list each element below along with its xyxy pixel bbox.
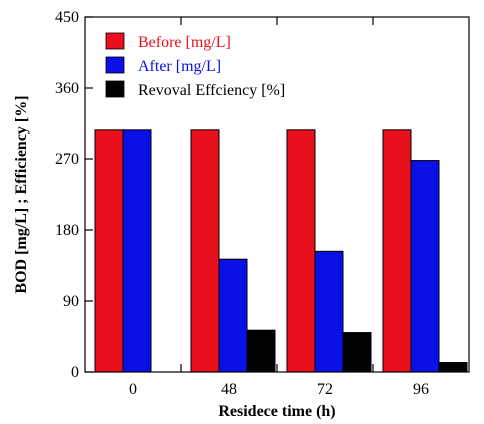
- x-tick-label: 0: [129, 381, 137, 398]
- bar-2-1: [246, 329, 276, 373]
- bar-2-2: [342, 332, 372, 373]
- bar-1-0: [122, 129, 152, 373]
- bar-1-3: [410, 160, 440, 373]
- y-tick-label: 270: [55, 151, 79, 168]
- bar-0-3: [382, 129, 412, 373]
- bars-layer: [94, 129, 468, 373]
- bar-1-2: [314, 250, 344, 373]
- bar-0-1: [190, 129, 220, 373]
- y-tick-label: 360: [55, 80, 79, 97]
- legend-label: Revoval Effciency [%]: [138, 82, 285, 99]
- bar-0-0: [94, 129, 124, 373]
- y-axis-title: BOD [mg/L] ; Efficiency [%]: [13, 95, 30, 293]
- bar-1-1: [218, 258, 248, 373]
- legend-label: After [mg/L]: [138, 58, 221, 75]
- bar-2-3: [438, 362, 468, 373]
- x-tick-label: 72: [317, 381, 333, 398]
- y-tick-label: 180: [55, 222, 79, 239]
- y-tick-label: 0: [71, 364, 79, 381]
- x-axis: 0 48 72 96: [129, 17, 429, 398]
- legend-swatch: [105, 56, 125, 74]
- x-tick-label: 48: [221, 381, 237, 398]
- y-tick-label: 90: [63, 293, 79, 310]
- legend-label: Before [mg/L]: [138, 34, 231, 51]
- legend-swatch: [105, 80, 125, 98]
- bar-0-2: [286, 129, 316, 373]
- x-axis-title: Residece time (h): [218, 403, 335, 420]
- y-tick-label: 450: [55, 9, 79, 26]
- legend-swatch: [105, 32, 125, 50]
- x-tick-label: 96: [413, 381, 429, 398]
- legend: Before [mg/L] After [mg/L] Revoval Effcien…: [105, 32, 285, 99]
- y-axis: 0 90 180 270 360 450: [55, 9, 93, 381]
